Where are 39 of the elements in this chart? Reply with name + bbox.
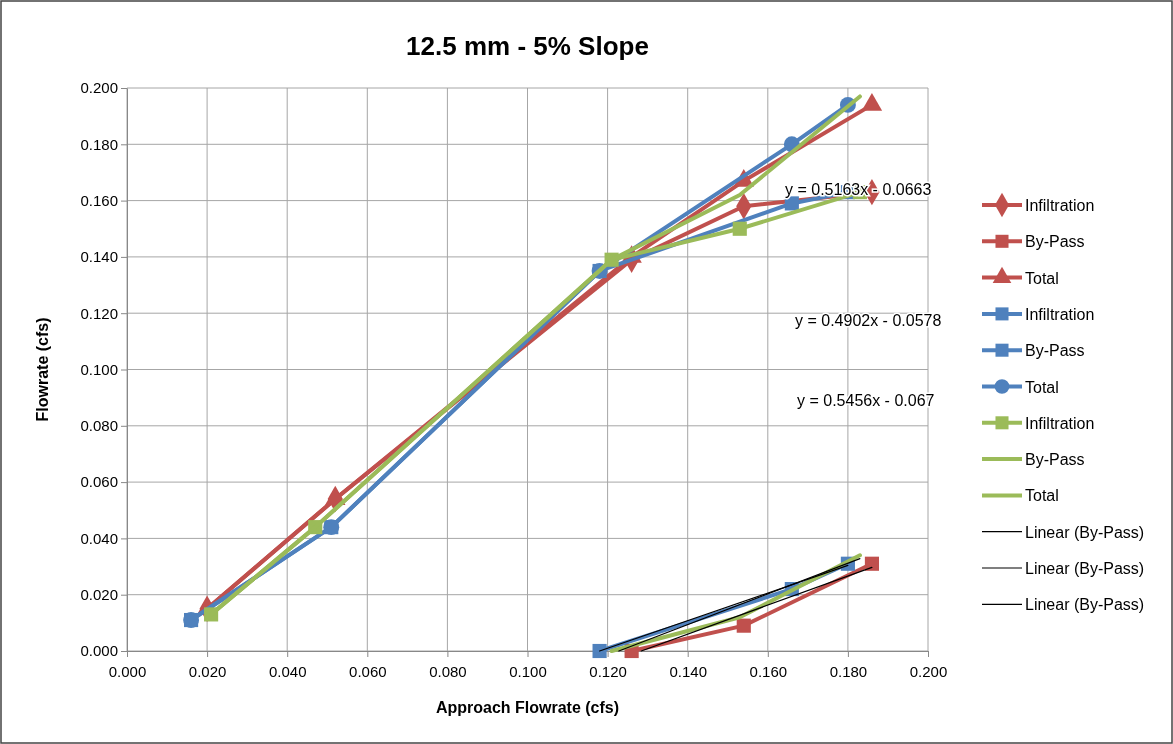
legend-label: Linear (By-Pass) [1025,596,1145,614]
annotation: y = 0.4902x - 0.0578 [795,312,942,329]
y-tick-label: 0.000 [80,642,118,660]
y-tick-label: 0.180 [80,135,118,153]
legend-label: Total [1025,487,1059,505]
x-tick-label: 0.020 [188,662,227,680]
legend-label: Infiltration [1025,305,1095,323]
y-axis-title: Flowrate (cfs) [34,317,51,422]
legend-label: By-Pass [1025,233,1085,251]
chart-title: 12.5 mm - 5% Slope [406,31,649,61]
x-tick-label: 0.040 [268,662,307,680]
y-tick-label: 0.080 [80,417,118,435]
y-tick-label: 0.040 [80,529,118,547]
x-tick-label: 0.080 [429,662,467,680]
legend-label: Total [1025,378,1059,396]
x-tick-label: 0.120 [589,662,627,680]
x-tick-label: 0.140 [669,662,707,680]
x-tick-label: 0.200 [909,662,948,680]
legend-label: By-Pass [1025,451,1085,469]
legend-label: Infiltration [1025,197,1095,214]
legend-label: By-Pass [1025,342,1085,360]
legend-label: Linear (By-Pass) [1025,523,1145,541]
x-tick-label: 0.060 [349,662,387,680]
x-tick-label: 0.000 [108,662,147,680]
x-tick-label: 0.160 [749,662,788,680]
y-tick-label: 0.020 [80,586,118,603]
legend-label: Linear (By-Pass) [1025,560,1145,577]
y-tick-label: 0.200 [80,79,118,97]
x-tick-label: 0.100 [509,662,547,680]
y-tick-label: 0.060 [80,473,118,491]
legend-label: Total [1025,269,1059,287]
annotation: y = 0.5456x - 0.067 [797,392,935,409]
x-axis-title: Approach Flowrate (cfs) [435,699,620,716]
legend-label: Infiltration [1025,414,1095,432]
x-tick-label: 0.180 [829,662,868,680]
y-tick-label: 0.120 [80,304,118,322]
y-tick-label: 0.100 [80,360,118,378]
y-tick-label: 0.140 [80,248,118,266]
y-tick-label: 0.160 [80,191,118,209]
